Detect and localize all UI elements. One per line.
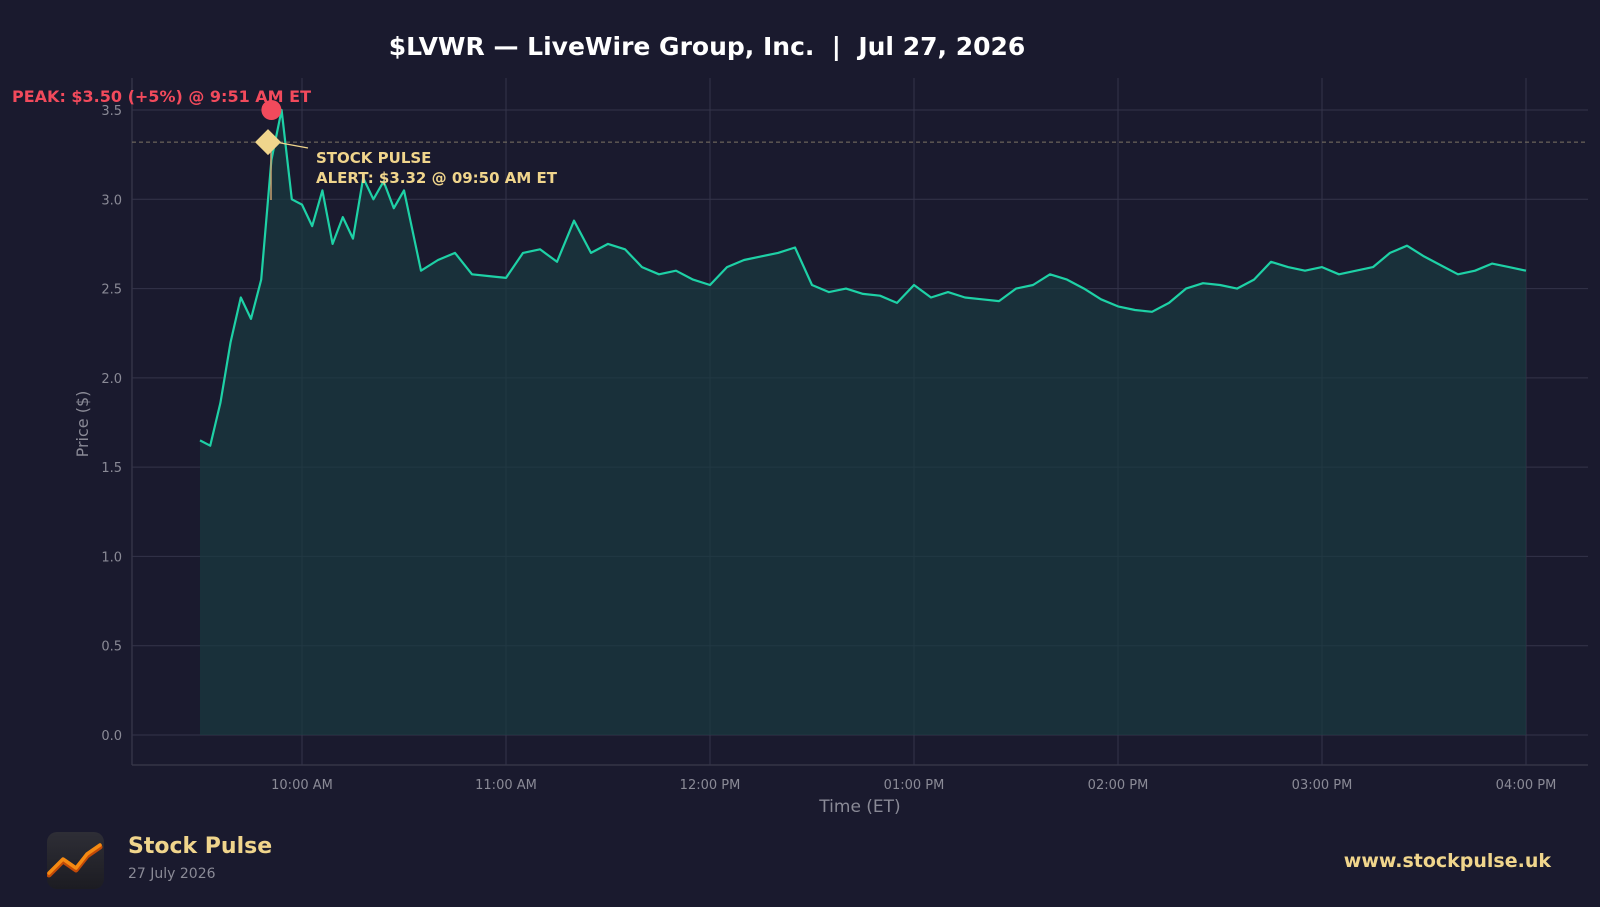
- y-tick-label: 3.5: [101, 104, 122, 119]
- peak-marker: [261, 100, 282, 121]
- x-tick-label: 10:00 AM: [271, 778, 333, 793]
- y-tick-label: 3.0: [101, 193, 122, 208]
- x-tick-label: 04:00 PM: [1496, 778, 1557, 793]
- alert-leader-line: [275, 141, 309, 149]
- chart-line-icon: [47, 843, 103, 878]
- brand-logo: [47, 832, 104, 889]
- x-tick-label: 12:00 PM: [680, 778, 741, 793]
- y-tick-label: 0.0: [101, 729, 122, 744]
- price-chart: $LVWR — LiveWire Group, Inc. | Jul 27, 2…: [12, 32, 1588, 817]
- price-line: [199, 108, 1527, 447]
- x-tick-label: 02:00 PM: [1088, 778, 1149, 793]
- x-tick-label: 03:00 PM: [1292, 778, 1353, 793]
- peak-label: PEAK: $3.50 (+5%) @ 9:51 AM ET: [12, 87, 311, 106]
- y-tick-label: 0.5: [101, 640, 122, 655]
- x-tick-label: 11:00 AM: [475, 778, 537, 793]
- chart-title: $LVWR — LiveWire Group, Inc. | Jul 27, 2…: [389, 32, 1026, 61]
- y-tick-label: 2.5: [101, 283, 122, 298]
- y-axis-label: Price ($): [73, 391, 92, 458]
- alert-label-detail: ALERT: $3.32 @ 09:50 AM ET: [316, 169, 558, 187]
- x-axis-label: Time (ET): [818, 797, 900, 817]
- alert-label-title: STOCK PULSE: [316, 149, 431, 167]
- brand-url[interactable]: www.stockpulse.uk: [1343, 850, 1551, 872]
- x-tick-label: 01:00 PM: [884, 778, 945, 793]
- brand-name: Stock Pulse: [128, 834, 273, 859]
- y-tick-label: 1.5: [101, 461, 122, 476]
- y-tick-label: 1.0: [101, 550, 122, 565]
- price-area-fill: [200, 110, 1526, 735]
- footer: Stock Pulse 27 July 2026 www.stockpulse.…: [0, 820, 1600, 907]
- brand-date: 27 July 2026: [128, 866, 216, 882]
- alert-marker: [255, 129, 281, 156]
- y-tick-label: 2.0: [101, 372, 122, 387]
